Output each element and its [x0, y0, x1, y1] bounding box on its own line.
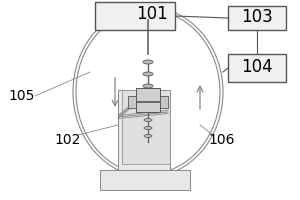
Ellipse shape: [143, 72, 153, 76]
Bar: [118, 90, 170, 170]
Text: 106: 106: [209, 133, 235, 147]
Bar: [122, 90, 170, 164]
Ellipse shape: [143, 60, 153, 64]
Text: 102: 102: [55, 133, 81, 147]
Bar: [136, 88, 160, 112]
Bar: [160, 96, 168, 108]
Text: 104: 104: [241, 58, 273, 76]
Bar: [228, 6, 286, 30]
Bar: [228, 54, 286, 82]
Ellipse shape: [144, 118, 152, 121]
Bar: [95, 2, 175, 30]
Ellipse shape: [144, 134, 152, 138]
Bar: [128, 96, 136, 108]
Text: 101: 101: [136, 5, 168, 23]
Bar: [100, 170, 190, 190]
Text: 103: 103: [241, 8, 273, 26]
Ellipse shape: [143, 84, 153, 88]
Text: 105: 105: [9, 89, 35, 103]
Ellipse shape: [144, 127, 152, 130]
